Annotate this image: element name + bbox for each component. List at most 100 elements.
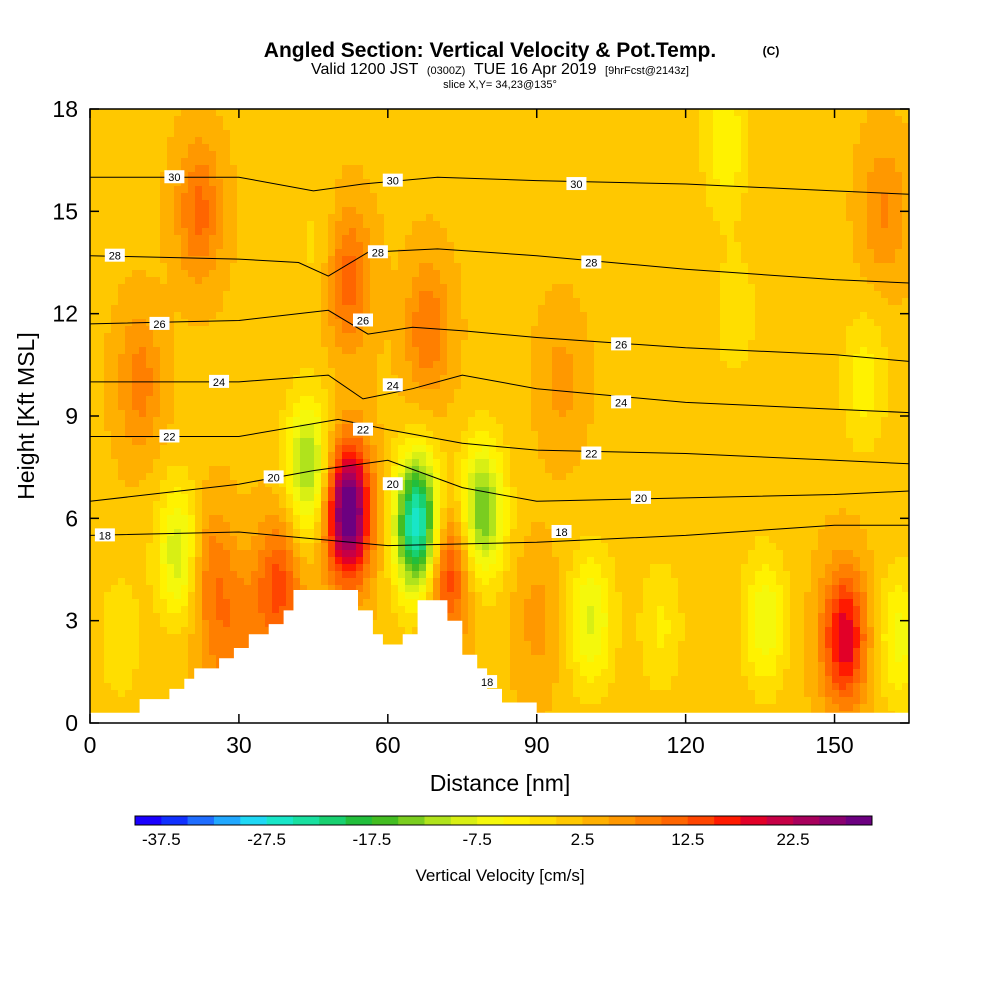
- velocity-cell: [272, 564, 280, 572]
- velocity-cell: [391, 571, 399, 579]
- velocity-cell: [419, 585, 427, 593]
- velocity-cell: [412, 200, 420, 208]
- velocity-cell: [349, 375, 357, 383]
- velocity-cell: [216, 480, 224, 488]
- velocity-cell: [139, 536, 147, 544]
- velocity-cell: [314, 193, 322, 201]
- velocity-cell: [146, 620, 154, 628]
- velocity-cell: [104, 228, 112, 236]
- velocity-cell: [258, 578, 266, 586]
- velocity-cell: [265, 515, 273, 523]
- velocity-cell: [258, 536, 266, 544]
- velocity-cell: [468, 389, 476, 397]
- velocity-cell: [461, 256, 469, 264]
- velocity-cell: [181, 452, 189, 460]
- velocity-cell: [272, 179, 280, 187]
- velocity-cell: [293, 396, 301, 404]
- velocity-cell: [475, 536, 483, 544]
- velocity-cell: [321, 424, 329, 432]
- velocity-cell: [475, 564, 483, 572]
- velocity-cell: [440, 396, 448, 404]
- velocity-cell: [475, 340, 483, 348]
- velocity-cell: [132, 613, 140, 621]
- velocity-cell: [272, 123, 280, 131]
- velocity-cell: [356, 599, 364, 607]
- velocity-cell: [139, 298, 147, 306]
- velocity-cell: [216, 424, 224, 432]
- velocity-cell: [349, 536, 357, 544]
- velocity-cell: [384, 564, 392, 572]
- velocity-cell: [286, 585, 294, 593]
- velocity-cell: [237, 410, 245, 418]
- velocity-cell: [223, 151, 231, 159]
- velocity-cell: [384, 424, 392, 432]
- velocity-cell: [398, 235, 406, 243]
- velocity-cell: [265, 543, 273, 551]
- velocity-cell: [111, 606, 119, 614]
- velocity-cell: [181, 368, 189, 376]
- velocity-cell: [398, 186, 406, 194]
- velocity-cell: [328, 144, 336, 152]
- velocity-cell: [419, 494, 427, 502]
- velocity-cell: [440, 347, 448, 355]
- velocity-cell: [258, 277, 266, 285]
- velocity-cell: [377, 151, 385, 159]
- velocity-cell: [174, 228, 182, 236]
- velocity-cell: [412, 130, 420, 138]
- velocity-cell: [412, 410, 420, 418]
- velocity-cell: [167, 613, 175, 621]
- velocity-cell: [181, 214, 189, 222]
- velocity-cell: [286, 459, 294, 467]
- velocity-cell: [195, 193, 203, 201]
- velocity-cell: [216, 620, 224, 628]
- velocity-cell: [90, 130, 98, 138]
- velocity-cell: [370, 557, 378, 565]
- velocity-cell: [300, 466, 308, 474]
- velocity-cell: [104, 298, 112, 306]
- velocity-cell: [111, 424, 119, 432]
- velocity-cell: [181, 375, 189, 383]
- velocity-cell: [356, 298, 364, 306]
- velocity-cell: [167, 473, 175, 481]
- velocity-cell: [118, 599, 126, 607]
- velocity-cell: [475, 130, 483, 138]
- velocity-cell: [209, 242, 217, 250]
- velocity-cell: [314, 536, 322, 544]
- velocity-cell: [419, 571, 427, 579]
- velocity-cell: [223, 270, 231, 278]
- velocity-cell: [181, 620, 189, 628]
- velocity-cell: [398, 305, 406, 313]
- velocity-cell: [391, 354, 399, 362]
- velocity-cell: [349, 424, 357, 432]
- velocity-cell: [272, 508, 280, 516]
- velocity-cell: [342, 312, 350, 320]
- velocity-cell: [440, 221, 448, 229]
- velocity-cell: [335, 375, 343, 383]
- velocity-cell: [160, 109, 168, 117]
- velocity-cell: [202, 319, 210, 327]
- velocity-cell: [195, 158, 203, 166]
- velocity-cell: [363, 487, 371, 495]
- velocity-cell: [188, 578, 196, 586]
- velocity-cell: [468, 515, 476, 523]
- velocity-cell: [216, 158, 224, 166]
- velocity-cell: [230, 424, 238, 432]
- velocity-cell: [118, 186, 126, 194]
- velocity-cell: [321, 130, 329, 138]
- velocity-cell: [188, 669, 196, 677]
- velocity-cell: [447, 585, 455, 593]
- velocity-cell: [454, 361, 462, 369]
- velocity-cell: [258, 361, 266, 369]
- velocity-cell: [356, 592, 364, 600]
- velocity-cell: [160, 305, 168, 313]
- velocity-cell: [419, 564, 427, 572]
- velocity-cell: [160, 536, 168, 544]
- velocity-cell: [90, 578, 98, 586]
- velocity-cell: [139, 592, 147, 600]
- velocity-cell: [475, 599, 483, 607]
- velocity-cell: [468, 291, 476, 299]
- velocity-cell: [223, 186, 231, 194]
- velocity-cell: [468, 613, 476, 621]
- velocity-cell: [405, 529, 413, 537]
- velocity-cell: [111, 592, 119, 600]
